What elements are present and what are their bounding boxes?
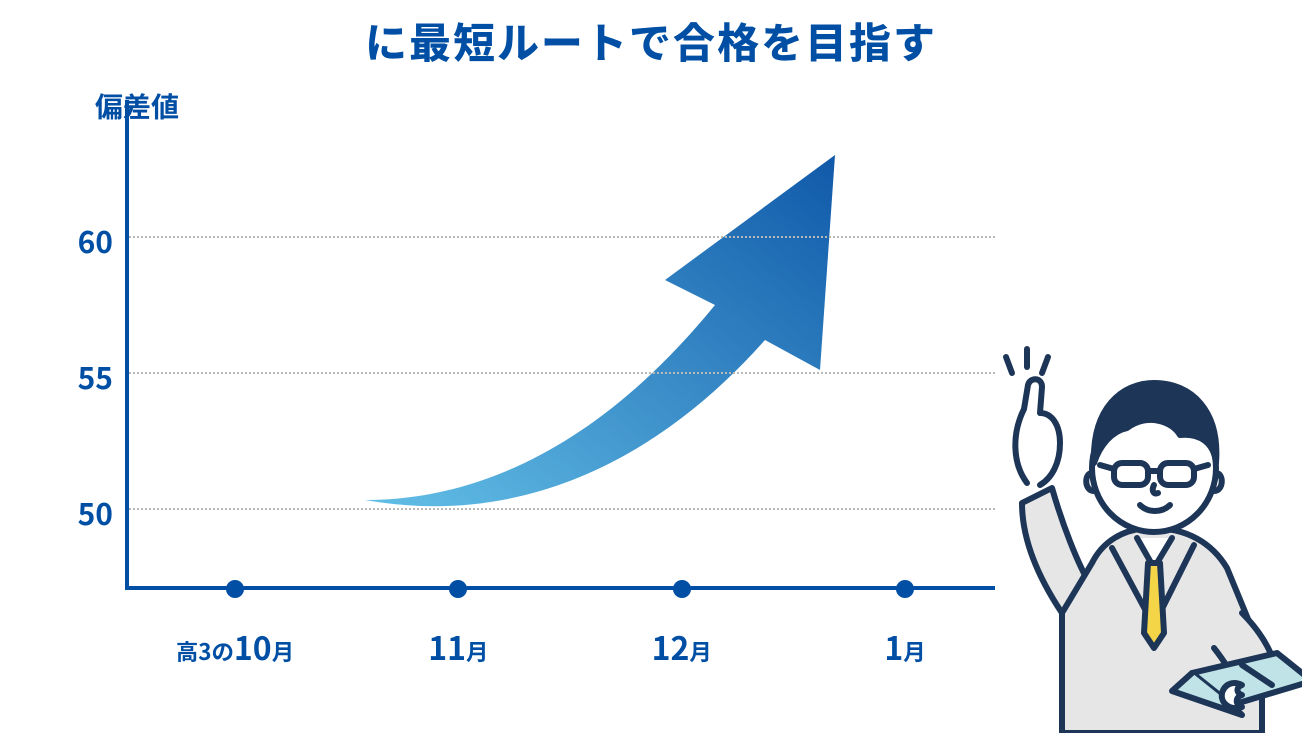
growth-chart: 偏差値 505560高3の10月11月12月1月 xyxy=(125,100,995,590)
x-tick-label: 高3の10月 xyxy=(176,624,294,670)
gridline xyxy=(129,236,995,238)
y-tick: 60 xyxy=(63,218,113,262)
x-tick-dot xyxy=(226,580,244,598)
growth-arrow-icon xyxy=(245,80,945,540)
y-axis-label: 偏差値 xyxy=(95,86,179,126)
x-tick-label: 11月 xyxy=(428,624,488,670)
x-tick-dot xyxy=(673,580,691,598)
gridline xyxy=(129,508,995,510)
y-axis xyxy=(125,100,129,590)
page-title: に最短ルートで合格を目指す xyxy=(0,10,1302,71)
x-tick-label: 12月 xyxy=(652,624,712,670)
x-tick-dot xyxy=(449,580,467,598)
x-tick-dot xyxy=(896,580,914,598)
gridline xyxy=(129,372,995,374)
x-tick-label: 1月 xyxy=(884,624,925,670)
y-tick: 50 xyxy=(63,490,113,534)
x-axis xyxy=(125,586,995,590)
y-tick: 55 xyxy=(63,354,113,398)
teacher-illustration xyxy=(942,313,1302,733)
